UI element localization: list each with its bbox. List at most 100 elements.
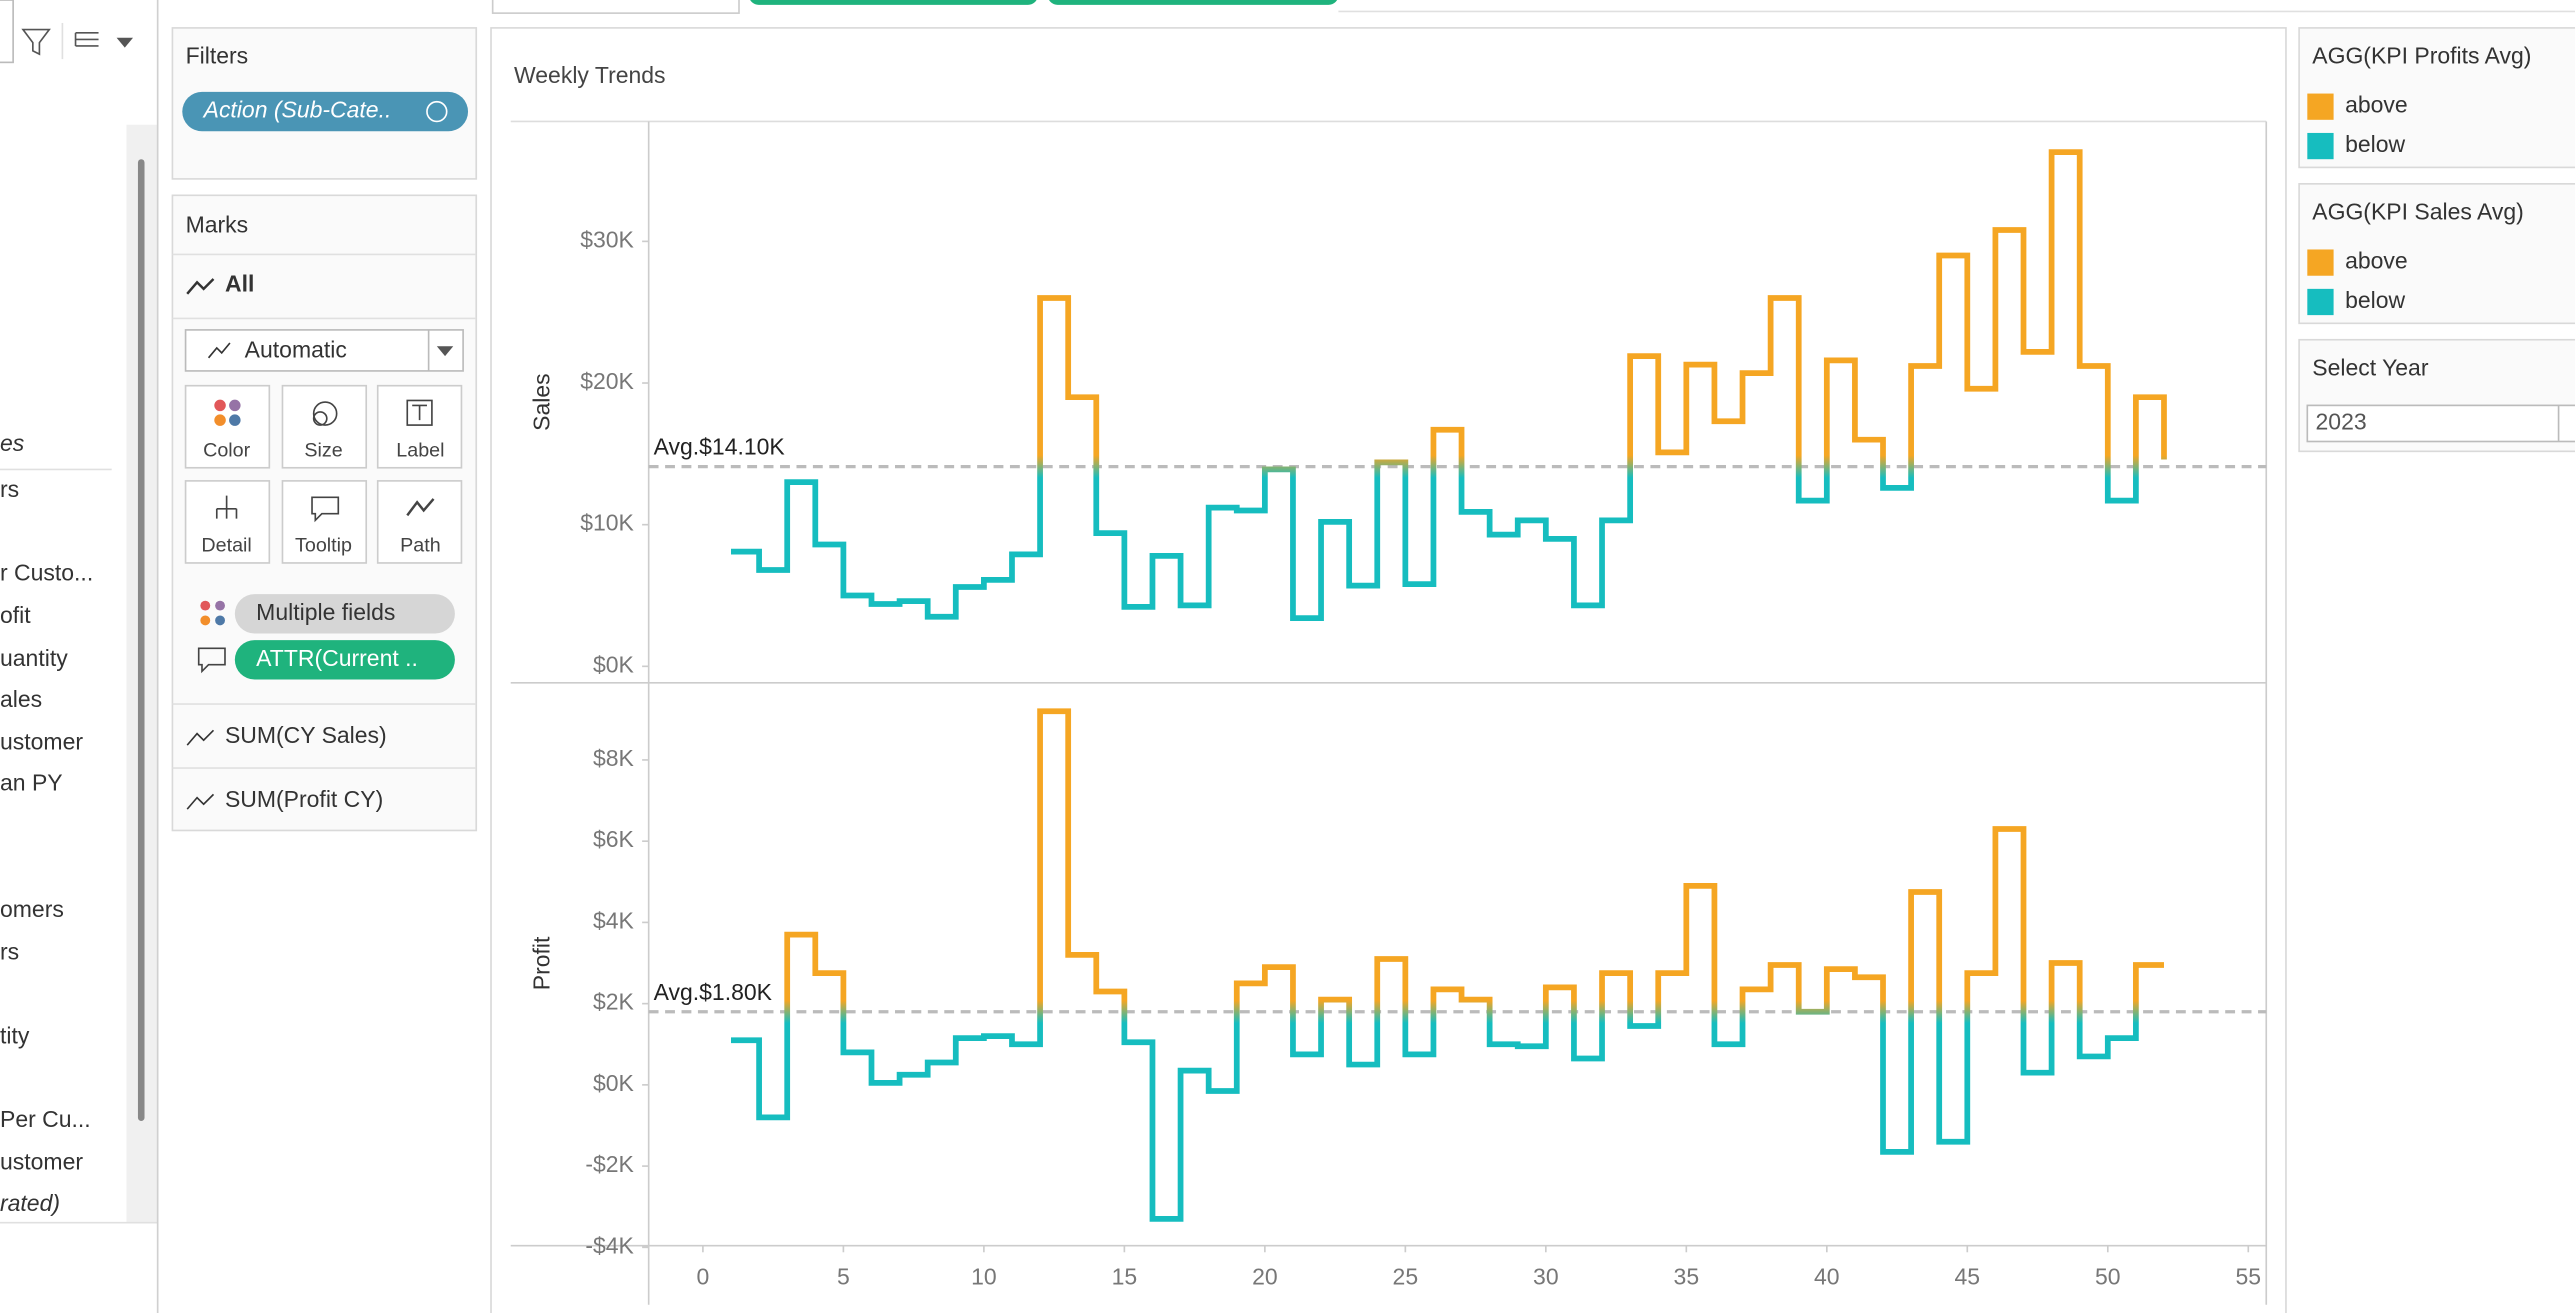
field-item[interactable]: omers <box>0 896 64 922</box>
field-item[interactable]: ustomer <box>0 1149 83 1175</box>
icon <box>406 399 433 426</box>
search-box[interactable] <box>0 0 14 64</box>
y-tick-label: $8K <box>593 745 635 771</box>
icon <box>215 615 225 626</box>
legend-card <box>2298 182 2575 325</box>
y-tick-label: $4K <box>593 907 635 933</box>
icon <box>229 399 241 412</box>
mark-button[interactable] <box>184 480 271 564</box>
shelf-pill[interactable] <box>1048 0 1339 5</box>
measure-tab[interactable]: SUM(Profit CY) <box>225 786 383 812</box>
field-item[interactable]: rs <box>0 939 19 965</box>
legend-item: above <box>2345 248 2408 274</box>
shelf-pill[interactable] <box>749 0 1038 5</box>
field-item[interactable]: es <box>0 430 25 456</box>
x-tick-label: 30 <box>1533 1264 1559 1290</box>
field-item[interactable]: Per Cu... <box>0 1106 91 1132</box>
x-tick-label: 0 <box>697 1264 710 1290</box>
dropdown-arrow <box>436 346 454 357</box>
icon <box>406 498 435 517</box>
x-tick-label: 50 <box>2095 1264 2121 1290</box>
field-item[interactable]: rated) <box>0 1190 60 1216</box>
icon <box>412 404 427 421</box>
icon <box>200 615 211 626</box>
x-tick-label: 25 <box>1393 1264 1419 1290</box>
legend-swatch <box>2307 288 2334 316</box>
y-tick-label: $10K <box>580 510 634 536</box>
y-tick-label: $0K <box>593 651 635 677</box>
x-tick-label: 35 <box>1674 1264 1700 1290</box>
mark-buttons: Color Size Label Detail Tooltip Path <box>184 384 463 564</box>
mark-button[interactable] <box>281 384 368 469</box>
scrollbar[interactable] <box>137 159 145 1121</box>
legend-swatch <box>2307 249 2334 276</box>
x-tick-label: 55 <box>2235 1264 2261 1290</box>
button-label: Path <box>400 535 441 557</box>
icon <box>197 647 226 674</box>
step-line <box>731 149 2167 622</box>
icon <box>311 496 340 523</box>
button-label: Label <box>396 440 444 462</box>
field-item[interactable]: ales <box>0 686 42 712</box>
mark-button[interactable] <box>184 384 271 469</box>
icon <box>214 399 226 412</box>
line-icon <box>186 793 215 810</box>
icon <box>312 411 328 426</box>
y-tick-label: $20K <box>580 368 634 394</box>
legend-title: AGG(KPI Profits Avg) <box>2312 43 2531 69</box>
icon <box>312 401 338 426</box>
filter-icon[interactable] <box>21 28 51 56</box>
mark-type: Automatic <box>245 336 347 362</box>
button-label: Size <box>304 440 342 462</box>
y-tick-label: $0K <box>593 1070 635 1096</box>
view <box>490 27 2287 1313</box>
marks-pill[interactable] <box>234 640 455 680</box>
x-tick-label: 10 <box>971 1264 997 1290</box>
y-axis-label: Sales <box>529 373 555 430</box>
y-tick-label: $2K <box>593 989 635 1015</box>
marks-all[interactable]: All <box>225 271 254 297</box>
card-title: Select Year <box>2312 354 2429 380</box>
marks-pill[interactable] <box>234 594 455 634</box>
list-icon[interactable] <box>74 32 99 47</box>
x-tick-label: 40 <box>1814 1264 1840 1290</box>
button-label: Tooltip <box>295 535 352 557</box>
field-item[interactable]: r Custo... <box>0 560 93 586</box>
filter-pill[interactable] <box>182 91 469 132</box>
field-item[interactable]: ustomer <box>0 729 83 755</box>
mark-button[interactable] <box>281 480 368 564</box>
x-tick-label: 15 <box>1112 1264 1138 1290</box>
card-title: Marks <box>186 212 249 238</box>
mark-button[interactable] <box>376 384 463 469</box>
icon <box>215 495 238 519</box>
marks-pill-text: Multiple fields <box>256 599 395 625</box>
step-line <box>731 708 2164 1222</box>
field-item[interactable]: an PY <box>0 770 63 796</box>
y-tick-label: $30K <box>580 226 634 252</box>
legend-item: above <box>2345 92 2408 118</box>
icon <box>200 600 211 611</box>
mark-button[interactable] <box>376 480 463 564</box>
icon <box>214 414 226 426</box>
line-icon <box>207 342 231 359</box>
reference-label: Avg.$1.80K <box>654 979 773 1005</box>
measure-tab[interactable]: SUM(CY Sales) <box>225 722 387 748</box>
button-label: Color <box>203 440 251 462</box>
dropdown-arrow[interactable] <box>116 37 134 48</box>
icon <box>229 414 241 426</box>
legend-swatch <box>2307 93 2334 120</box>
field-item[interactable]: uantity <box>0 645 68 671</box>
field-item[interactable]: ofit <box>0 602 31 628</box>
field-item[interactable]: tity <box>0 1022 30 1048</box>
field-item[interactable]: rs <box>0 476 19 502</box>
mark-type-dropdown[interactable] <box>184 329 464 372</box>
filter-pill-icon <box>426 100 448 123</box>
x-tick-label: 5 <box>837 1264 850 1290</box>
x-tick-label: 45 <box>1955 1264 1981 1290</box>
legend-swatch <box>2307 132 2334 160</box>
year-dropdown[interactable] <box>2306 404 2575 443</box>
reference-label: Avg.$14.10K <box>654 434 786 460</box>
filter-pill-text: Action (Sub-Cate.. <box>202 97 392 123</box>
